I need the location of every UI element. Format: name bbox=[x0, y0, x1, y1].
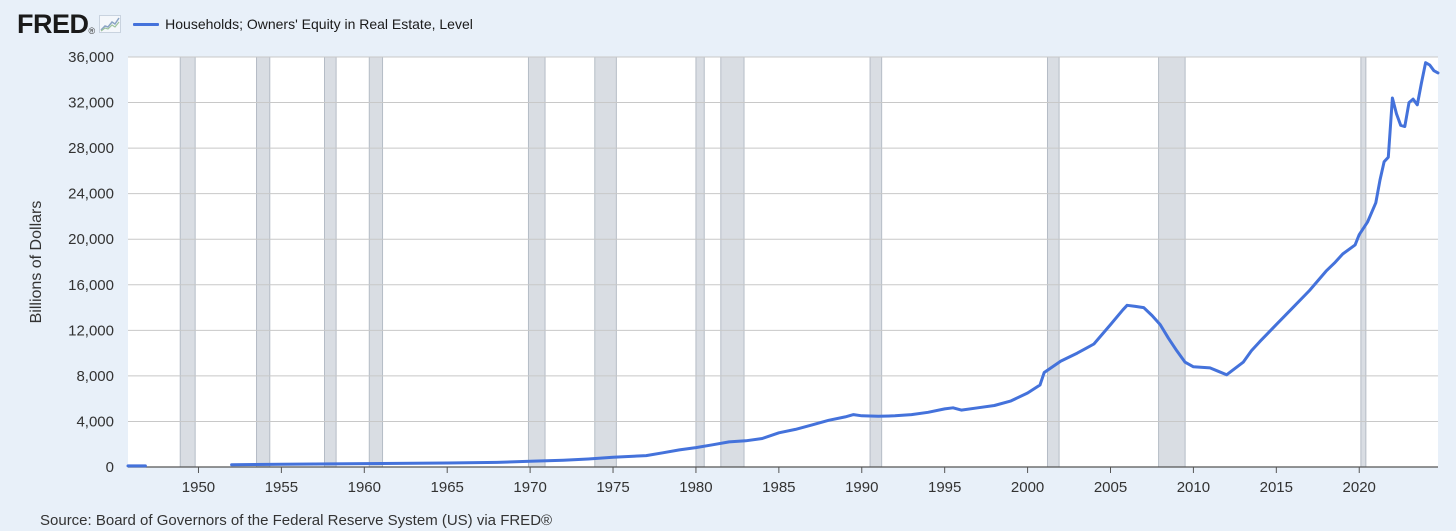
sparkline-icon bbox=[99, 15, 122, 33]
x-tick-label: 2005 bbox=[1094, 479, 1127, 496]
x-tick-label: 1950 bbox=[182, 479, 215, 496]
recession-bar bbox=[1360, 56, 1367, 468]
x-tick-label: 1970 bbox=[513, 479, 546, 496]
series-line-2 bbox=[230, 61, 1440, 467]
x-tick-label: 1975 bbox=[596, 479, 629, 496]
y-tick-label: 12,000 bbox=[68, 322, 114, 339]
y-tick-label: 0 bbox=[106, 459, 114, 476]
source-note: Source: Board of Governors of the Federa… bbox=[40, 512, 553, 529]
recession-bar bbox=[179, 56, 196, 468]
x-tick-label: 1960 bbox=[348, 479, 381, 496]
recession-bar bbox=[1046, 56, 1060, 468]
y-tick-label: 20,000 bbox=[68, 231, 114, 248]
legend-line-swatch bbox=[133, 22, 160, 26]
fred-logo-text: FRED bbox=[17, 8, 89, 39]
y-tick-label: 32,000 bbox=[68, 95, 114, 112]
chart-header: FRED ® Households; Owners' Equity in Rea… bbox=[17, 8, 473, 40]
recession-bar bbox=[1158, 56, 1186, 468]
y-tick-label: 4,000 bbox=[76, 413, 114, 430]
x-tick-label: 2010 bbox=[1177, 479, 1210, 496]
chart-legend[interactable]: Households; Owners' Equity in Real Estat… bbox=[133, 16, 473, 32]
x-tick-label: 1980 bbox=[679, 479, 712, 496]
fred-logo[interactable]: FRED ® bbox=[17, 8, 122, 40]
y-tick-label: 24,000 bbox=[68, 186, 114, 203]
x-tick-label: 1985 bbox=[762, 479, 795, 496]
x-tick-label: 1965 bbox=[431, 479, 464, 496]
x-tick-label: 2000 bbox=[1011, 479, 1044, 496]
x-tick-label: 1995 bbox=[928, 479, 961, 496]
plot-area bbox=[128, 57, 1438, 467]
recession-bar bbox=[869, 56, 883, 468]
x-tick-label: 2015 bbox=[1260, 479, 1293, 496]
y-axis-title: Billions of Dollars bbox=[28, 201, 45, 324]
x-tick-label: 1955 bbox=[265, 479, 298, 496]
recession-bar bbox=[527, 56, 546, 468]
registered-mark: ® bbox=[88, 25, 96, 36]
y-tick-label: 36,000 bbox=[68, 49, 114, 66]
recession-bar bbox=[695, 56, 705, 468]
y-tick-label: 8,000 bbox=[76, 368, 114, 385]
recession-bar bbox=[368, 56, 384, 468]
recession-bar bbox=[324, 56, 337, 468]
recession-bar bbox=[256, 56, 271, 468]
recession-bar bbox=[720, 56, 745, 468]
x-tick-label: 1990 bbox=[845, 479, 878, 496]
legend-series-label: Households; Owners' Equity in Real Estat… bbox=[165, 16, 473, 32]
recession-bar bbox=[594, 56, 617, 468]
x-tick-label: 2020 bbox=[1343, 479, 1376, 496]
y-tick-label: 16,000 bbox=[68, 277, 114, 294]
y-tick-label: 28,000 bbox=[68, 140, 114, 157]
